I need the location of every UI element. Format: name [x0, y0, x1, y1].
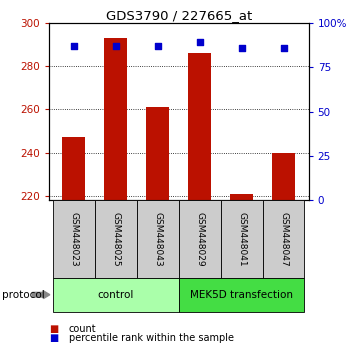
Bar: [188, 53, 211, 200]
Text: percentile rank within the sample: percentile rank within the sample: [69, 333, 234, 343]
Text: GSM448041: GSM448041: [237, 212, 246, 266]
Text: count: count: [69, 324, 96, 334]
Text: GSM448023: GSM448023: [69, 212, 78, 266]
Text: ■: ■: [49, 333, 58, 343]
Bar: [230, 194, 253, 200]
Text: GSM448047: GSM448047: [279, 212, 288, 266]
Bar: [53, 200, 95, 278]
Bar: [62, 137, 86, 200]
Text: GSM448025: GSM448025: [111, 212, 120, 266]
Bar: [262, 200, 304, 278]
Bar: [179, 278, 304, 312]
Point: [280, 45, 286, 51]
Bar: [272, 153, 295, 200]
Text: GSM448043: GSM448043: [153, 212, 162, 266]
Text: ■: ■: [49, 324, 58, 334]
Point: [155, 43, 161, 49]
Point: [113, 43, 119, 49]
Bar: [146, 107, 169, 200]
Point: [71, 43, 77, 49]
Text: control: control: [97, 290, 134, 300]
Bar: [179, 200, 221, 278]
Point: [239, 45, 244, 51]
Point: [197, 40, 203, 45]
Bar: [137, 200, 179, 278]
Bar: [95, 200, 137, 278]
Text: protocol: protocol: [2, 290, 44, 300]
Text: GSM448029: GSM448029: [195, 212, 204, 266]
Title: GDS3790 / 227665_at: GDS3790 / 227665_at: [105, 9, 252, 22]
Bar: [221, 200, 262, 278]
Text: MEK5D transfection: MEK5D transfection: [190, 290, 293, 300]
Bar: [53, 278, 179, 312]
Bar: [104, 38, 127, 200]
